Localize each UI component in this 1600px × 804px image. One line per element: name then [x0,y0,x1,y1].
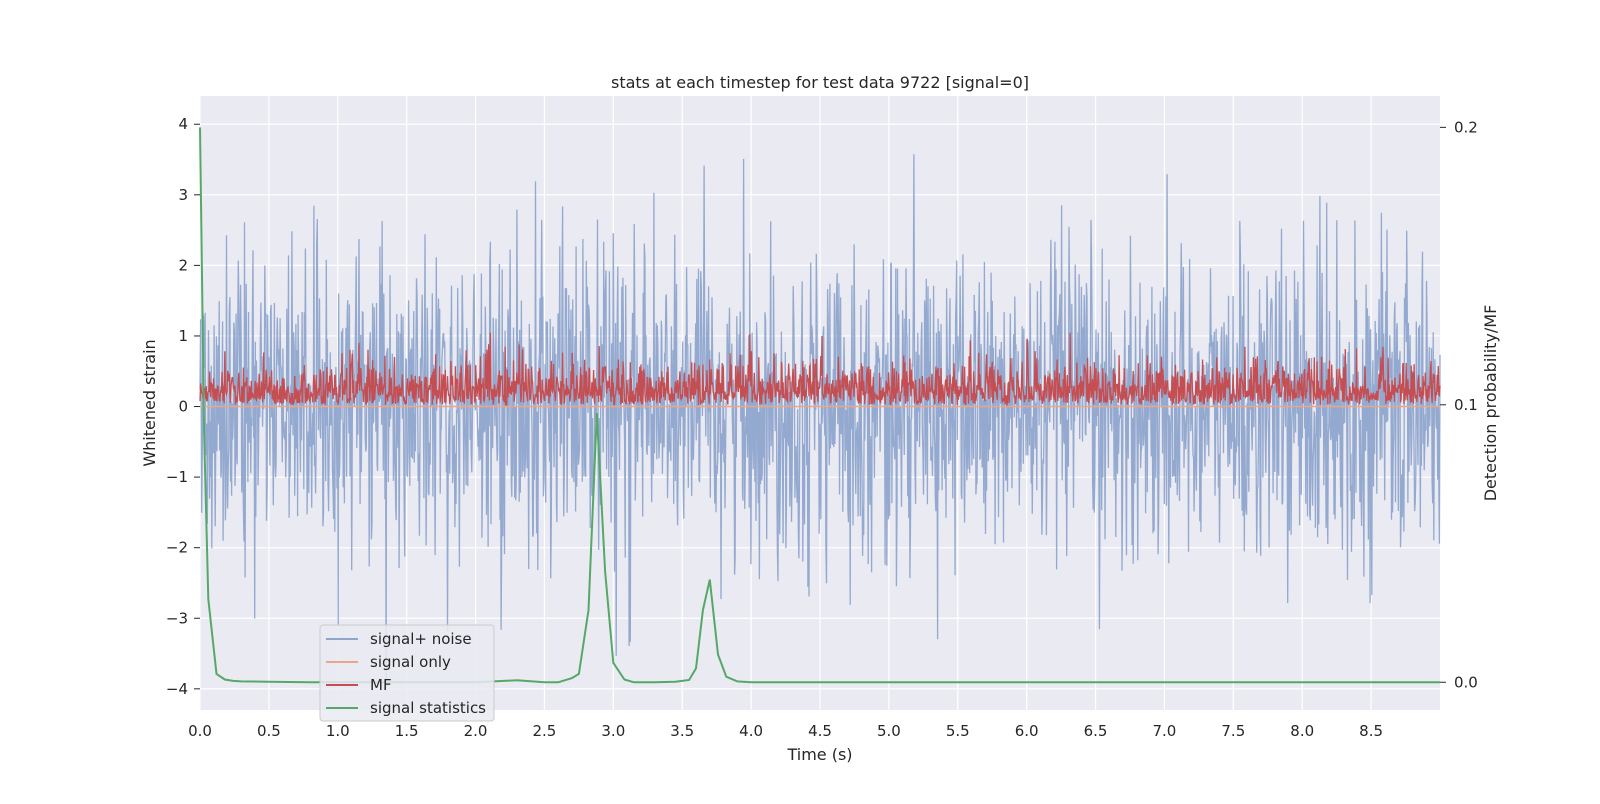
x-tick-label: 4.0 [739,722,763,740]
x-tick-label: 1.0 [326,722,350,740]
y-tick-label: 2 [178,256,188,274]
y-tick-label: 0 [178,398,188,416]
series-signal-noise-line [199,154,1441,682]
y2-tick-label: 0.1 [1454,396,1478,414]
y-tick-label: −3 [166,609,188,627]
x-tick-label: 2.0 [464,722,488,740]
x-axis-label: Time (s) [786,745,852,764]
y2-tick-label: 0.2 [1454,118,1478,136]
legend: signal+ noise signal only MF signal stat… [319,624,495,722]
y-tick-label: −2 [166,539,188,557]
x-tick-label: 6.5 [1084,722,1108,740]
x-tick-label: 1.5 [395,722,419,740]
y2-tick-label: 0.0 [1454,673,1478,691]
x-tick-label: 7.5 [1221,722,1245,740]
x-tick-label: 2.5 [533,722,557,740]
x-tick-label: 8.5 [1359,722,1383,740]
x-tick-label: 3.5 [670,722,694,740]
legend-label-signal-only: signal only [370,653,451,671]
x-tick-label: 6.0 [1015,722,1039,740]
legend-box [319,624,495,722]
y-tick-label: −4 [166,680,188,698]
x-tick-label: 5.5 [946,722,970,740]
series-layer [199,127,1441,684]
legend-label-mf: MF [370,676,392,694]
y-tick-label: 1 [178,327,188,345]
x-tick-label: 3.0 [601,722,625,740]
x-tick-label: 8.0 [1290,722,1314,740]
legend-label-signal-noise: signal+ noise [370,630,472,648]
y-tick-label: 3 [178,186,188,204]
chart-title: stats at each timestep for test data 972… [611,73,1029,92]
axis-layer: 0.0 0.5 1.0 1.5 2.0 2.5 3.0 3.5 4.0 4.5 5.0 5.5 6.0 6… [166,115,1478,740]
y-axis-label: Whitened strain [140,339,159,466]
y-tick-label: 4 [178,115,188,133]
series-signal-statistics-line [199,127,1440,684]
x-tick-label: 0.5 [257,722,281,740]
legend-label-signal-statistics: signal statistics [370,699,486,717]
y-tick-label: −1 [166,468,188,486]
y2-axis-label: Detection probability/MF [1481,305,1500,502]
x-tick-label: 5.0 [877,722,901,740]
x-tick-label: 4.5 [808,722,832,740]
x-tick-label: 7.0 [1153,722,1177,740]
series-mf-line [199,332,1441,407]
x-tick-label: 0.0 [188,722,212,740]
